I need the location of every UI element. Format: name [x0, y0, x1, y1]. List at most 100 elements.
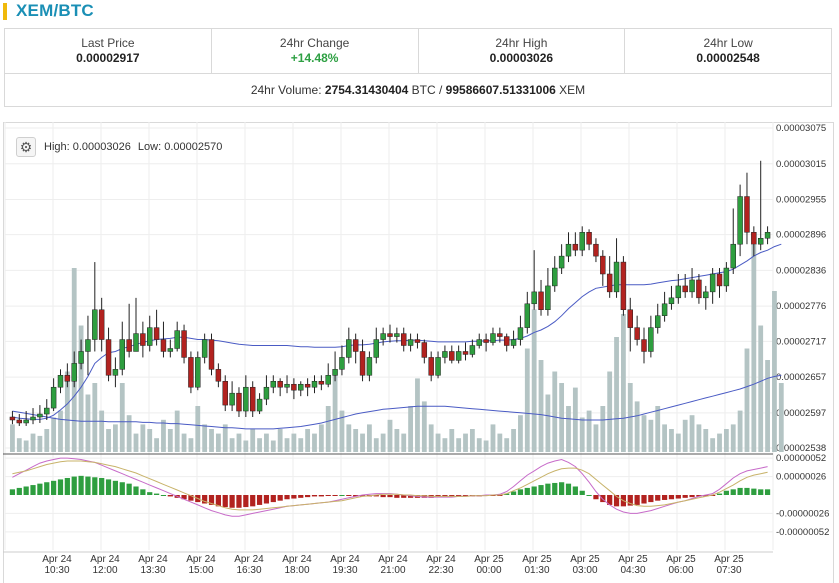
- candle-body: [256, 398, 263, 412]
- macd-histogram-bar: [51, 480, 57, 495]
- candle-body: [332, 369, 338, 376]
- macd-histogram-bar: [744, 487, 750, 495]
- macd-histogram-bar: [229, 495, 235, 508]
- volume-bar: [476, 438, 482, 452]
- macd-histogram-bar: [764, 489, 771, 495]
- candle-body: [380, 333, 386, 340]
- candle-body: [318, 381, 325, 385]
- volume-bar: [339, 410, 345, 452]
- volume-bar: [380, 433, 386, 452]
- candle-body: [641, 339, 647, 352]
- stat-label: 24hr High: [495, 36, 548, 50]
- candle-body: [270, 381, 277, 388]
- price-axis-label: 0.00002836: [776, 265, 826, 276]
- gear-icon[interactable]: ⚙: [16, 137, 36, 157]
- candle-body: [572, 243, 579, 251]
- volume-bar: [16, 438, 22, 452]
- candle-body: [373, 339, 379, 358]
- macd-histogram-bar: [202, 495, 208, 504]
- macd-histogram-bar: [298, 495, 304, 498]
- candle-body: [682, 285, 688, 293]
- candle-body: [126, 339, 132, 352]
- candle-body: [696, 279, 702, 299]
- candle-body: [147, 327, 153, 346]
- candle-body: [668, 297, 675, 305]
- volume-bar: [209, 429, 214, 452]
- candle-body: [606, 273, 613, 293]
- macd-histogram-bar: [641, 495, 647, 504]
- candle-body: [648, 327, 654, 352]
- volume-bar: [415, 378, 420, 452]
- macd-histogram-bar: [37, 483, 43, 495]
- volume-bar: [37, 435, 43, 452]
- macd-histogram-bar: [222, 495, 228, 508]
- macd-histogram-bar: [524, 487, 530, 495]
- macd-histogram-bar: [305, 495, 311, 498]
- candle-body: [394, 333, 400, 337]
- volume-bar: [559, 383, 565, 452]
- macd-histogram-bar: [359, 495, 366, 497]
- candle-body: [751, 232, 757, 245]
- page-title[interactable]: XEM/BTC: [16, 1, 94, 20]
- macd-histogram-bar: [311, 495, 318, 497]
- price-chart[interactable]: 0.00003075 0.00003015 0.00002955 0.00002896…: [3, 122, 833, 583]
- volume-bar: 24hr Volume: 2754.31430404 BTC / 9958660…: [4, 74, 832, 107]
- volume-bar: [772, 291, 777, 452]
- candle-body: [414, 339, 421, 343]
- volume-bar: [442, 438, 448, 452]
- volume-bar: [257, 438, 262, 452]
- volume-bar: [312, 433, 317, 452]
- stat-value: 0.00002917: [76, 51, 140, 65]
- macd-histogram-bar: [160, 495, 167, 496]
- candle-body: [627, 309, 633, 328]
- volume-bar: [305, 429, 311, 452]
- price-axis-label: 0.00002597: [776, 408, 826, 419]
- volume-bar: [669, 429, 674, 452]
- candle-body: [263, 386, 270, 400]
- candle-body: [524, 303, 531, 328]
- time-axis-time: 13:30: [140, 565, 165, 576]
- candle-body: [160, 339, 167, 352]
- candle-body: [510, 339, 517, 346]
- macd-histogram-bar: [99, 477, 105, 495]
- volume-bar: [730, 424, 736, 452]
- candle-body: [449, 351, 455, 361]
- time-axis-time: 01:30: [524, 565, 549, 576]
- volume-bar: [387, 419, 393, 452]
- time-axis-date: Apr 24: [138, 554, 168, 565]
- volume-bar: [778, 383, 784, 452]
- candle-body: [723, 267, 730, 287]
- macd-histogram-bar: [661, 495, 668, 500]
- macd-histogram-bar: [730, 489, 736, 495]
- macd-histogram-bar: [407, 495, 414, 498]
- stat-last-price: Last Price 0.00002917: [5, 29, 212, 73]
- candle-body: [613, 261, 620, 293]
- time-axis-time: 18:00: [284, 565, 309, 576]
- time-axis-time: 22:30: [428, 565, 453, 576]
- volume-bar: [524, 348, 530, 452]
- time-axis-date: Apr 24: [234, 554, 264, 565]
- macd-histogram-bar: [538, 485, 544, 495]
- volume-bar: [229, 438, 235, 452]
- candle-body: [298, 383, 304, 391]
- volume-xem-unit: XEM: [559, 83, 586, 97]
- volume-bar: [504, 438, 510, 452]
- macd-histogram-bar: [401, 495, 407, 498]
- candle-body: [600, 255, 606, 275]
- volume-bar: [222, 424, 228, 452]
- macd-histogram-bar: [318, 495, 324, 497]
- candle-body: [236, 392, 242, 412]
- macd-histogram-bar: [78, 475, 84, 495]
- volume-bar: [181, 433, 187, 452]
- macd-histogram-bar: [703, 495, 709, 497]
- volume-bar: [428, 424, 434, 452]
- macd-histogram-bar: [346, 495, 352, 496]
- volume-bar: [243, 440, 249, 452]
- volume-bar: [758, 325, 764, 452]
- candle-body: [9, 416, 16, 421]
- candle-body: [277, 381, 283, 388]
- time-axis-date: Apr 24: [90, 554, 120, 565]
- volume-bar: [51, 417, 57, 452]
- macd-histogram-bar: [112, 480, 119, 495]
- time-axis-time: 06:00: [668, 565, 693, 576]
